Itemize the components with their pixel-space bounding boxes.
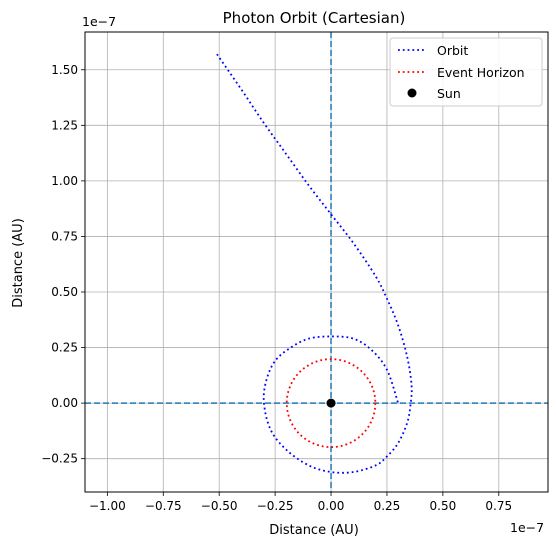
- y-tick-label: 0.50: [51, 285, 78, 299]
- legend-label-orbit: Orbit: [437, 43, 468, 58]
- x-tick-label: −1.00: [89, 499, 126, 513]
- y-axis-offset-label: 1e−7: [82, 14, 116, 29]
- legend-label-event-horizon: Event Horizon: [437, 65, 525, 80]
- legend-marker-sun: [407, 88, 417, 98]
- y-tick-label: 0.00: [51, 396, 78, 410]
- y-tick-label: 0.25: [51, 341, 78, 355]
- x-tick-label: 0.25: [374, 499, 401, 513]
- x-axis-offset-label: 1e−7: [510, 520, 544, 535]
- x-tick-label: −0.25: [257, 499, 294, 513]
- y-tick-label: 1.50: [51, 63, 78, 77]
- plot-area: [84, 31, 549, 493]
- y-axis-ticks: −0.25 0.00 0.25 0.50 0.75 1.00 1.25 1.50: [41, 63, 85, 466]
- y-tick-label: 1.25: [51, 118, 78, 132]
- y-tick-label: 1.00: [51, 174, 78, 188]
- x-tick-label: −0.50: [201, 499, 238, 513]
- legend-box: [389, 37, 543, 107]
- grid-lines: [85, 32, 548, 492]
- event-horizon-circle: [285, 358, 377, 449]
- x-tick-label: 0.75: [485, 499, 512, 513]
- data-series: [216, 53, 413, 474]
- x-axis-ticks: −1.00 −0.75 −0.50 −0.25 0.00 0.25 0.50 0.75: [89, 492, 512, 513]
- plot-frame: [84, 31, 549, 493]
- sun-marker: [326, 398, 336, 408]
- x-tick-label: 0.50: [430, 499, 457, 513]
- reference-lines: [85, 32, 548, 492]
- y-tick-label: 0.75: [51, 229, 78, 243]
- y-tick-label: −0.25: [41, 452, 78, 466]
- x-axis-label: Distance (AU): [269, 523, 359, 538]
- legend-label-sun: Sun: [437, 86, 461, 101]
- chart-title: Photon Orbit (Cartesian): [223, 9, 406, 27]
- x-tick-label: 0.00: [318, 499, 345, 513]
- x-tick-label: −0.75: [145, 499, 182, 513]
- legend: Orbit Event Horizon Sun: [389, 37, 543, 107]
- y-axis-label: Distance (AU): [11, 218, 26, 308]
